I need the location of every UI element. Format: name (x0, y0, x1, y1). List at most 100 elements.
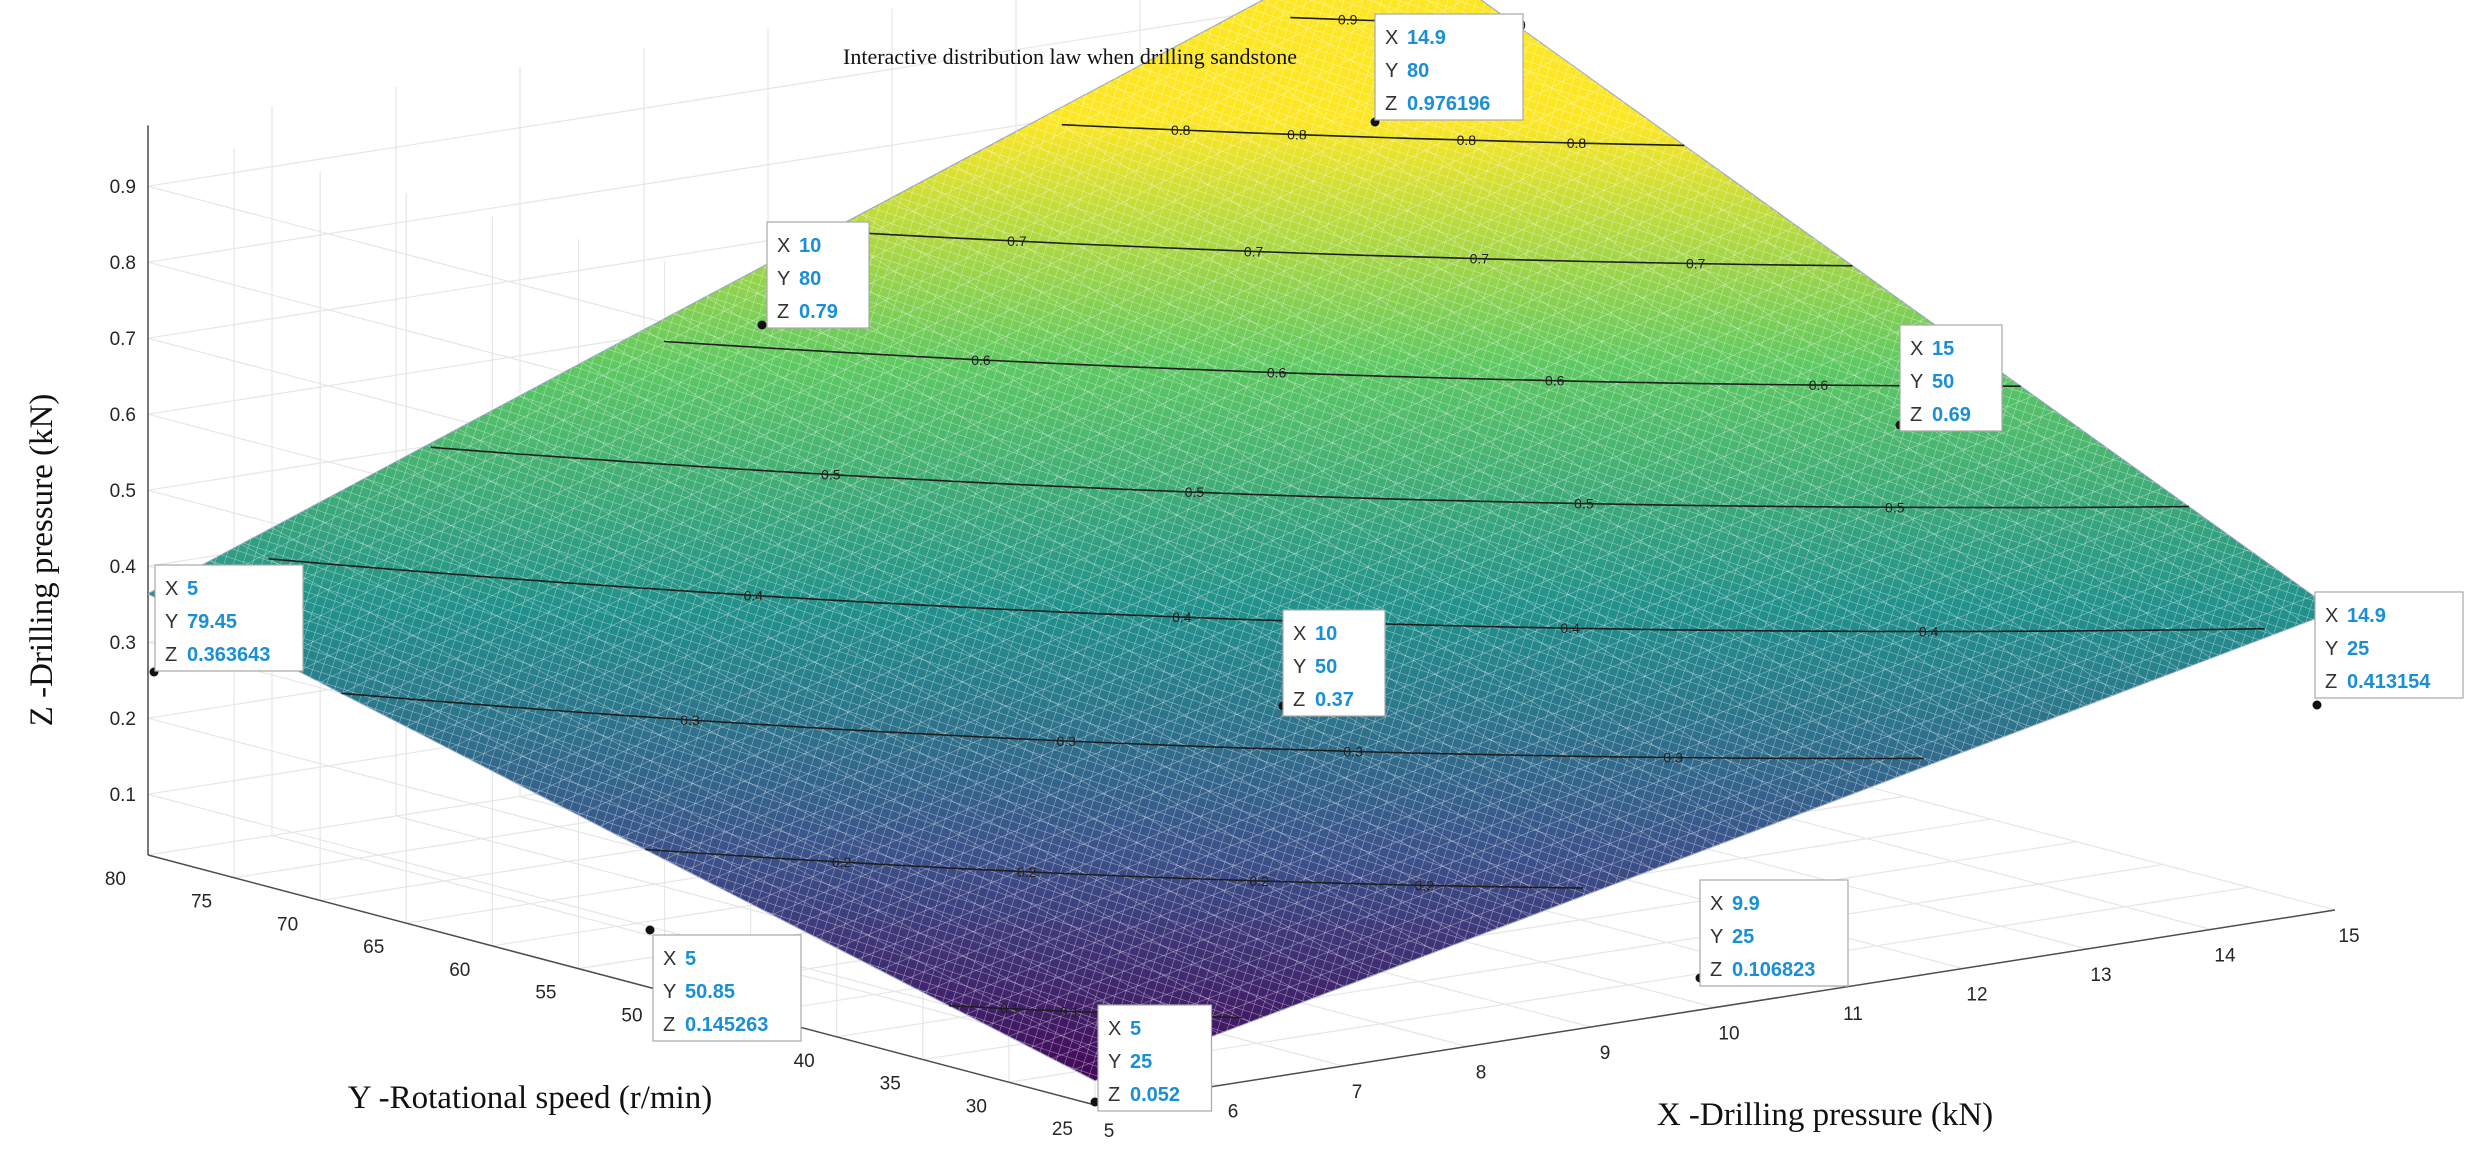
data-tip-value: 5 (685, 948, 696, 970)
contour-label: 0.5 (821, 467, 841, 483)
x-tick-label: 7 (1352, 1082, 1363, 1103)
contour-label: 0.4 (1919, 623, 1939, 639)
contour-label: 0.3 (1056, 733, 1076, 749)
z-tick-label: 0.6 (110, 405, 136, 426)
mesh-line (664, 302, 1905, 860)
contour-label: 0.5 (1574, 496, 1594, 512)
contour-line (1061, 123, 1685, 147)
mesh-line (815, 410, 2056, 938)
contour-label: 0.7 (1470, 251, 1490, 267)
contour-label: 0.6 (1545, 373, 1565, 389)
data-tip-value: 50.85 (685, 981, 735, 1003)
mesh-line (642, 287, 1884, 849)
y-tick-label: 70 (277, 914, 298, 935)
contour-label: 0.3 (1663, 750, 1683, 766)
mesh-line (578, 241, 1819, 816)
data-tip-box (1699, 879, 1849, 987)
data-tip-value: 0.145263 (685, 1014, 768, 1036)
mesh-line (488, 411, 1437, 952)
data-tip[interactable]: X 10 Y 80 Z 0.79 (757, 221, 870, 330)
mesh-line (240, 543, 1189, 1046)
contour-label: 0.9 (1338, 12, 1358, 28)
contour-label: 0.8 (1567, 135, 1587, 151)
contour-line (341, 692, 1924, 760)
data-tip[interactable]: X 14.9 Y 25 Z 0.413154 (2312, 591, 2464, 710)
data-tip-key: Y (165, 611, 178, 633)
data-tip-key: Z (1293, 689, 1305, 711)
data-tip-key: X (1385, 27, 1398, 49)
mesh-line (953, 164, 1902, 776)
y-tick-label: 40 (794, 1051, 815, 1072)
x-tick-label: 8 (1476, 1063, 1487, 1084)
data-tip[interactable]: X 5Y 79.45 Z 0.363643 (149, 564, 304, 677)
mesh-line (1030, 564, 2271, 1048)
data-tip-value: 25 (2347, 638, 2369, 660)
data-tip-marker (2312, 700, 2322, 710)
contour-label: 0.8 (1457, 132, 1477, 148)
x-tick-label: 15 (2338, 926, 2359, 947)
data-tip-value: 0.976196 (1407, 93, 1490, 115)
mesh-line (1201, 32, 2150, 682)
mesh-line (271, 527, 1220, 1035)
mesh-line (860, 213, 1809, 812)
y-axis-label: Y -Rotational speed (r/min) (348, 1080, 712, 1116)
data-tip-value: 0.106823 (1732, 959, 1815, 981)
data-tip-key: Z (663, 1014, 675, 1036)
data-tip[interactable]: X 5Y 50.85 Z 0.145263 (645, 925, 802, 1042)
mesh-line (255, 9, 1496, 650)
data-tip[interactable]: X 14.9 Y 80 Z 0.976196 (1370, 13, 1524, 127)
data-tip-marker (645, 925, 655, 935)
data-tip-key: Z (1385, 93, 1397, 115)
mesh-line (1077, 98, 2026, 729)
data-tip-value: 0.37 (1315, 689, 1354, 711)
mesh-line (426, 444, 1375, 976)
mesh-line (363, 87, 1604, 705)
data-tip-key: Y (1108, 1051, 1121, 1073)
data-tip-key: X (1710, 893, 1723, 915)
z-tick-label: 0.7 (110, 329, 136, 350)
contour-line (430, 446, 2189, 509)
data-tip-value: 14.9 (2347, 605, 2386, 627)
mesh-line (302, 510, 1251, 1023)
mesh-line (879, 456, 2120, 971)
mesh-line (178, 576, 1127, 1070)
contour-label: 0.5 (1185, 484, 1205, 500)
z-tick-label: 0.8 (110, 253, 136, 274)
y-tick-label: 50 (621, 1005, 642, 1026)
data-tip-value: 0.69 (1932, 404, 1971, 426)
mesh-line (836, 425, 2077, 949)
data-tip-box (1282, 609, 1386, 717)
axis-line (1094, 909, 2336, 1106)
data-tip-box (766, 221, 870, 329)
data-tip-key: Z (165, 644, 177, 666)
mesh-line (1232, 15, 2181, 671)
mesh-line (793, 395, 2034, 927)
mesh-line (987, 533, 2228, 1026)
data-tip[interactable]: X 15 Y 50 Z 0.69 (1895, 324, 2003, 432)
data-tip-key: Z (1910, 404, 1922, 426)
contour-line (663, 340, 2021, 388)
data-tip[interactable]: X 9.9 Y 25 Z 0.106823 (1695, 879, 1849, 987)
mesh-line (944, 503, 2185, 1004)
mesh-line (427, 133, 1668, 739)
data-tip[interactable]: X 5Y 25 Z 0.052 (1090, 1004, 1213, 1112)
contour-label: 0.4 (1560, 620, 1580, 636)
data-tip-box (1899, 324, 2003, 432)
surface-mesh (148, 0, 2335, 1081)
data-tip-key: X (1108, 1018, 1121, 1040)
mesh-line (449, 148, 1690, 750)
data-tip[interactable]: X 10 Y 50 Z 0.37 (1278, 609, 1386, 717)
data-tip-value: 50 (1315, 656, 1337, 678)
contour-label: 0.2 (1415, 877, 1435, 893)
mesh-line (901, 472, 2142, 982)
data-tip-key: Y (1293, 656, 1306, 678)
data-tip-marker (757, 320, 767, 330)
data-tip-value: 10 (799, 235, 821, 257)
contour-label: 0.4 (1172, 609, 1192, 625)
mesh-line (705, 296, 1654, 870)
mesh-line (556, 225, 1798, 805)
mesh-line (1015, 131, 1964, 753)
contour-label: 0.1 (1060, 1003, 1080, 1019)
data-tip-value: 0.052 (1130, 1084, 1180, 1106)
